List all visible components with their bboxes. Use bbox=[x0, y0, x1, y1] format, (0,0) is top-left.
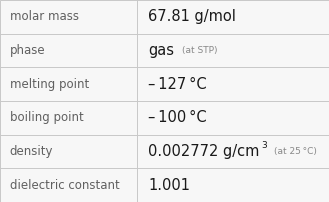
Text: 0.002772 g/cm: 0.002772 g/cm bbox=[148, 144, 260, 159]
Text: 3: 3 bbox=[261, 141, 267, 150]
Text: density: density bbox=[10, 145, 53, 158]
Text: 1.001: 1.001 bbox=[148, 178, 190, 193]
Text: – 100 °C: – 100 °C bbox=[148, 110, 207, 125]
Text: – 127 °C: – 127 °C bbox=[148, 77, 207, 92]
Text: (at STP): (at STP) bbox=[182, 46, 218, 55]
Text: (at 25 °C): (at 25 °C) bbox=[274, 147, 317, 156]
Text: boiling point: boiling point bbox=[10, 111, 84, 124]
Text: phase: phase bbox=[10, 44, 45, 57]
Text: melting point: melting point bbox=[10, 78, 89, 91]
Text: dielectric constant: dielectric constant bbox=[10, 179, 120, 192]
Text: 67.81 g/mol: 67.81 g/mol bbox=[148, 9, 236, 24]
Text: gas: gas bbox=[148, 43, 174, 58]
Text: molar mass: molar mass bbox=[10, 10, 79, 23]
